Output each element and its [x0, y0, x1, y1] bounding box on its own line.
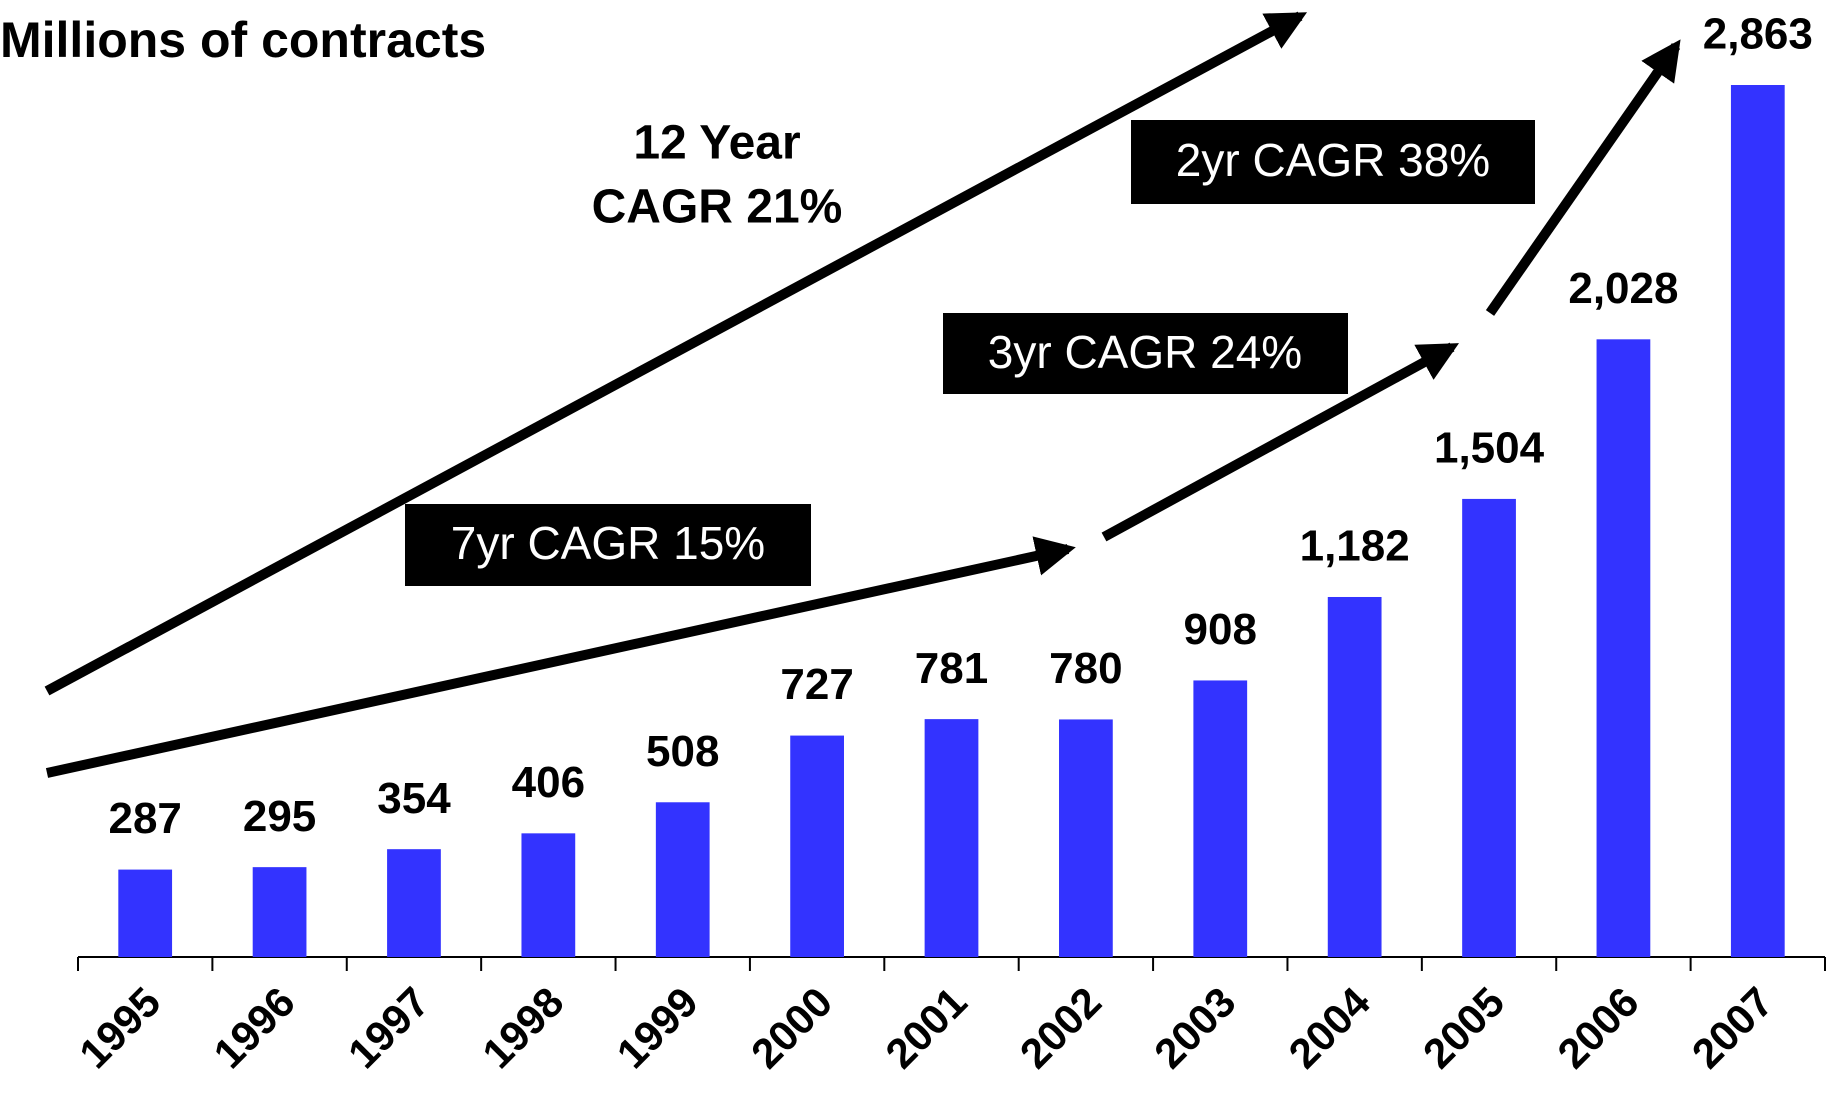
x-tick-label: 2002 — [1011, 978, 1110, 1077]
data-label: 727 — [780, 660, 853, 709]
x-tick-label: 2000 — [742, 978, 841, 1077]
x-tick-label: 2001 — [876, 978, 975, 1077]
data-label: 406 — [512, 758, 585, 807]
annotation-box — [1131, 120, 1535, 204]
arrows — [44, 11, 1681, 778]
x-tick-label: 1999 — [608, 978, 707, 1077]
bar — [655, 802, 710, 957]
arrow — [1101, 342, 1460, 542]
data-label: 780 — [1049, 644, 1122, 693]
arrow — [45, 536, 1076, 778]
annotation: 12 Year — [633, 117, 800, 170]
data-label: 508 — [646, 727, 719, 776]
bar — [1462, 498, 1516, 957]
data-label: 781 — [915, 644, 988, 693]
annotation-box — [943, 313, 1348, 394]
annotation: 3yr CAGR 24% — [988, 326, 1302, 378]
x-tick-label: 1998 — [473, 978, 572, 1077]
bar — [1327, 596, 1382, 957]
bar — [252, 867, 307, 957]
x-tick-label: 2004 — [1280, 978, 1380, 1078]
arrow — [44, 11, 1308, 696]
data-label: 2,028 — [1568, 264, 1678, 313]
x-tick-label: 1995 — [70, 978, 169, 1077]
annotation: 7yr CAGR 15% — [451, 517, 765, 569]
bar — [1193, 680, 1248, 957]
x-tick-label: 1996 — [204, 978, 303, 1077]
annotation: CAGR 21% — [592, 181, 843, 234]
data-label: 1,504 — [1434, 424, 1545, 473]
x-tick-label: 2005 — [1414, 978, 1513, 1077]
bar — [924, 719, 979, 957]
annotation: 2yr CAGR 38% — [1176, 134, 1490, 186]
data-label: 1,182 — [1300, 522, 1410, 571]
bar — [118, 869, 173, 957]
bar — [1596, 339, 1651, 957]
x-tick-label: 2003 — [1145, 978, 1244, 1077]
x-tick-label: 1997 — [339, 978, 438, 1077]
chart-title: Millions of contracts — [0, 12, 486, 68]
data-label: 2,863 — [1703, 10, 1813, 59]
arrow — [1485, 39, 1681, 316]
bar — [1730, 85, 1785, 957]
x-tick-label: 2007 — [1683, 978, 1782, 1077]
bar — [1059, 719, 1113, 957]
annotation-box — [405, 504, 811, 586]
bar — [790, 735, 844, 957]
data-label: 354 — [377, 774, 451, 823]
data-label: 287 — [108, 794, 181, 843]
data-label: 908 — [1184, 605, 1257, 654]
bar — [387, 849, 441, 957]
x-tick-label: 2006 — [1548, 978, 1647, 1077]
data-label: 295 — [243, 792, 316, 841]
bar — [521, 833, 576, 957]
